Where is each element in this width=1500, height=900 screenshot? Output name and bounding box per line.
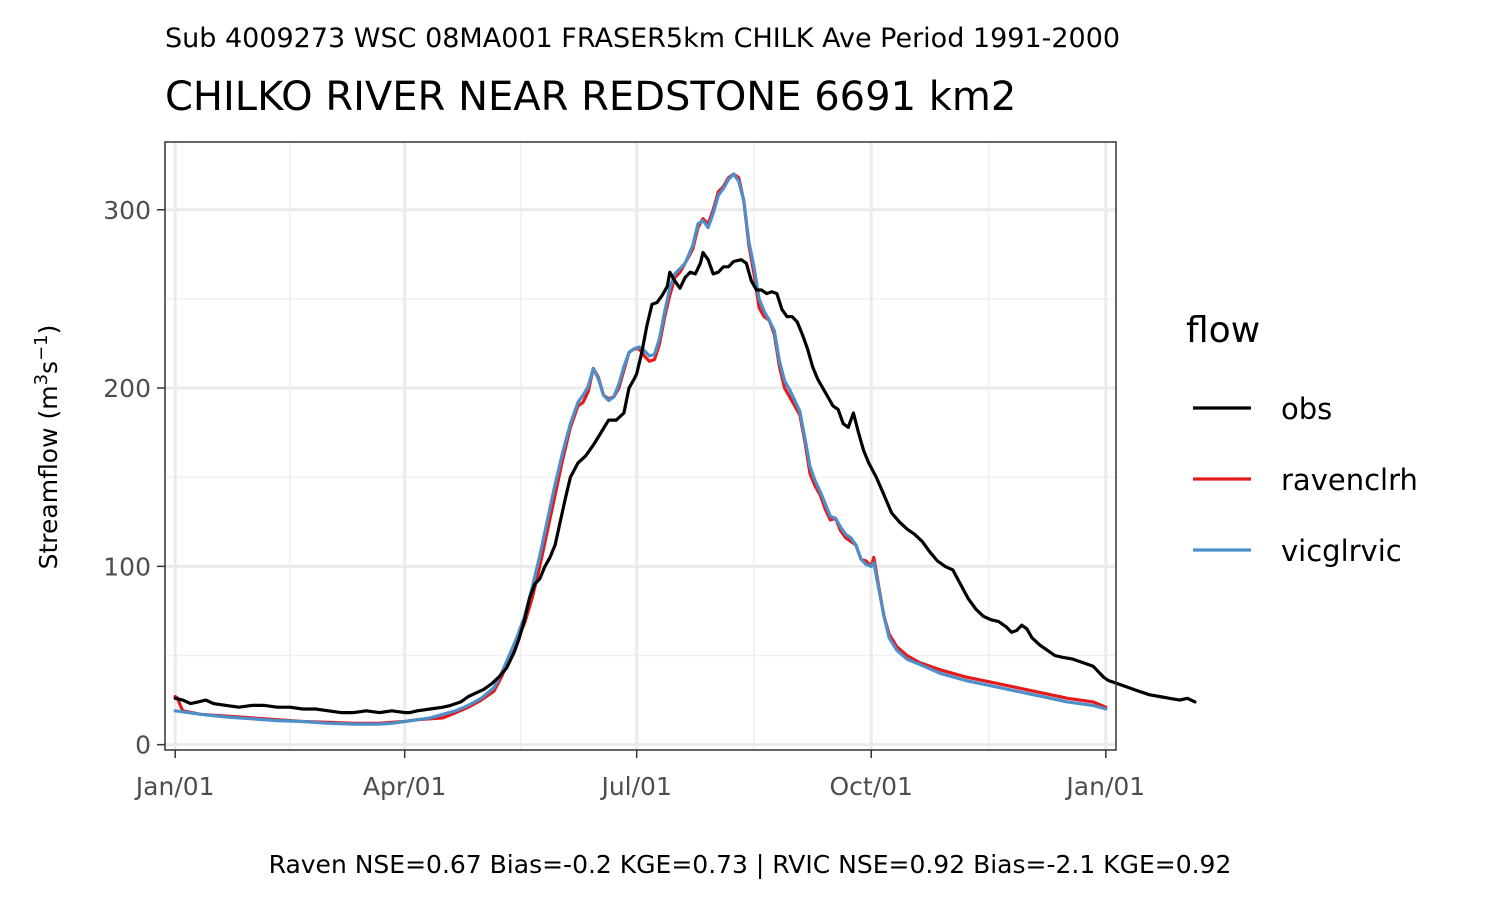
legend-label-vicglrvic: vicglrvic xyxy=(1281,534,1402,568)
grid xyxy=(165,142,1116,750)
x-tick-label: Jan/01 xyxy=(134,772,215,801)
legend-title: flow xyxy=(1186,310,1260,351)
legend: flow obs ravenclrh vicglrvic xyxy=(1186,310,1418,568)
x-tick-label: Jul/01 xyxy=(599,772,671,801)
y-tick-label: 200 xyxy=(103,374,151,403)
x-tick-label: Apr/01 xyxy=(363,772,446,801)
plot-border xyxy=(164,141,1117,751)
y-tick-label: 0 xyxy=(135,731,151,760)
chart-caption: Raven NSE=0.67 Bias=-0.2 KGE=0.73 | RVIC… xyxy=(269,850,1232,879)
series-lines xyxy=(173,172,1197,726)
series-line-obs xyxy=(173,250,1197,715)
chart-title: CHILKO RIVER NEAR REDSTONE 6691 km2 xyxy=(165,74,1016,120)
legend-label-obs: obs xyxy=(1281,392,1332,426)
series-line-vicglrvic xyxy=(173,172,1108,726)
y-tick-label: 100 xyxy=(103,552,151,581)
plot-background xyxy=(165,142,1116,750)
chart-subtitle: Sub 4009273 WSC 08MA001 FRASER5km CHILK … xyxy=(165,23,1120,54)
legend-label-ravenclrh: ravenclrh xyxy=(1281,463,1418,497)
x-tick-label: Oct/01 xyxy=(830,772,913,801)
x-tick-label: Jan/01 xyxy=(1064,772,1145,801)
axes: Jan/01 Apr/01 Jul/01 Oct/01 Jan/01 0 100 200 300 xyxy=(103,196,1145,801)
y-axis-label: Streamflow (m3s−1) xyxy=(31,325,63,570)
y-tick-label: 300 xyxy=(103,196,151,225)
